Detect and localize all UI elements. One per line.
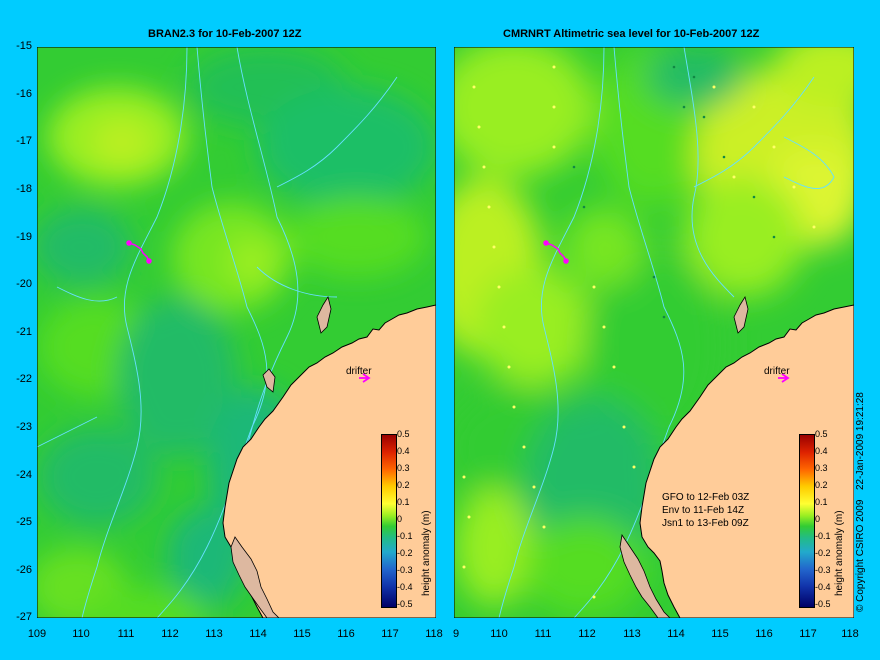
y-tick: -22 <box>16 373 32 385</box>
right-colorbar-ticks: 0.5 0.4 0.3 0.2 0.1 0 -0.1 -0.2 -0.3 -0.… <box>815 429 837 611</box>
x-tick: 109 <box>27 628 47 640</box>
colorbar-tick: 0.3 <box>815 463 828 473</box>
x-tick: 113 <box>205 628 223 640</box>
colorbar-tick: -0.3 <box>815 565 831 575</box>
x-tick: 115 <box>711 628 729 640</box>
bathymetry-contours <box>37 47 398 618</box>
colorbar-tick: -0.4 <box>397 582 413 592</box>
colorbar-tick: 0.1 <box>815 497 828 507</box>
drifter-track <box>543 240 569 264</box>
x-tick: 110 <box>72 628 90 640</box>
x-tick: 114 <box>249 628 267 640</box>
y-tick: -17 <box>16 135 32 147</box>
x-tick: 114 <box>667 628 685 640</box>
x-tick: 117 <box>799 628 817 640</box>
satellite-note: Env to 11-Feb 14Z <box>662 505 745 516</box>
copyright-text: © Copyright CSIRO 2009 <box>855 499 866 612</box>
x-tick: 112 <box>578 628 596 640</box>
colorbar-tick: -0.5 <box>815 599 831 609</box>
colorbar-label: height anomaly (m) <box>421 510 432 596</box>
drifter-arrow <box>359 373 371 383</box>
x-tick: 116 <box>755 628 773 640</box>
left-map-panel <box>37 47 436 618</box>
x-tick: 115 <box>293 628 311 640</box>
drifter-arrow <box>778 373 790 383</box>
x-tick: 112 <box>161 628 179 640</box>
left-colorbar <box>381 434 397 608</box>
right-panel-title: CMRNRT Altimetric sea level for 10-Feb-2… <box>503 28 760 40</box>
timestamp-text: 22-Jan-2009 19:21:28 <box>855 392 866 490</box>
island <box>733 295 749 334</box>
x-tick: 117 <box>381 628 399 640</box>
y-tick: -19 <box>16 231 32 243</box>
x-tick: 110 <box>490 628 508 640</box>
y-tick: -21 <box>16 326 32 338</box>
colorbar-tick: -0.1 <box>815 531 831 541</box>
colorbar-tick: 0.2 <box>815 480 828 490</box>
colorbar-tick: -0.5 <box>397 599 413 609</box>
y-tick: -25 <box>16 516 32 528</box>
x-tick: 111 <box>117 628 135 640</box>
colorbar-tick: 0.3 <box>397 463 410 473</box>
drifter-label: drifter <box>346 366 372 377</box>
x-tick: 113 <box>623 628 641 640</box>
y-tick: -15 <box>16 40 32 52</box>
x-tick: 111 <box>534 628 552 640</box>
drifter-track <box>126 240 152 264</box>
colorbar-tick: -0.2 <box>397 548 413 558</box>
colorbar-tick: -0.4 <box>815 582 831 592</box>
colorbar-tick: -0.1 <box>397 531 413 541</box>
colorbar-tick: 0.4 <box>815 446 828 456</box>
island <box>316 295 332 334</box>
colorbar-tick: -0.2 <box>815 548 831 558</box>
colorbar-tick: 0.5 <box>815 429 828 439</box>
right-colorbar <box>799 434 815 608</box>
colorbar-tick: -0.3 <box>397 565 413 575</box>
satellite-track-points <box>462 65 816 599</box>
colorbar-tick: 0 <box>397 514 403 524</box>
left-colorbar-ticks: 0.5 0.4 0.3 0.2 0.1 0 -0.1 -0.2 -0.3 -0.… <box>397 429 419 611</box>
y-tick: -27 <box>16 611 32 623</box>
y-tick: -20 <box>16 278 32 290</box>
peninsula <box>619 533 671 618</box>
left-panel-title: BRAN2.3 for 10-Feb-2007 12Z <box>148 28 302 40</box>
colorbar-tick: 0.5 <box>397 429 410 439</box>
colorbar-tick: 0.4 <box>397 446 410 456</box>
y-tick: -18 <box>16 183 32 195</box>
satellite-track-points-dark <box>572 65 776 519</box>
colorbar-tick: 0 <box>815 514 821 524</box>
y-tick: -23 <box>16 421 32 433</box>
colorbar-tick: 0.2 <box>397 480 410 490</box>
y-tick: -16 <box>16 88 32 100</box>
satellite-note: Jsn1 to 13-Feb 09Z <box>662 518 749 529</box>
x-tick: 118 <box>841 628 859 640</box>
right-map-panel <box>454 47 854 618</box>
colorbar-tick: 0.1 <box>397 497 410 507</box>
colorbar-label: height anomaly (m) <box>834 510 845 596</box>
x-tick: 116 <box>337 628 355 640</box>
y-tick: -26 <box>16 564 32 576</box>
y-tick: -24 <box>16 469 32 481</box>
peninsula <box>230 536 280 618</box>
x-tick: 9 <box>452 628 460 640</box>
satellite-note: GFO to 12-Feb 03Z <box>662 492 750 503</box>
x-tick: 118 <box>425 628 443 640</box>
peninsula <box>262 368 276 393</box>
drifter-label: drifter <box>764 366 790 377</box>
